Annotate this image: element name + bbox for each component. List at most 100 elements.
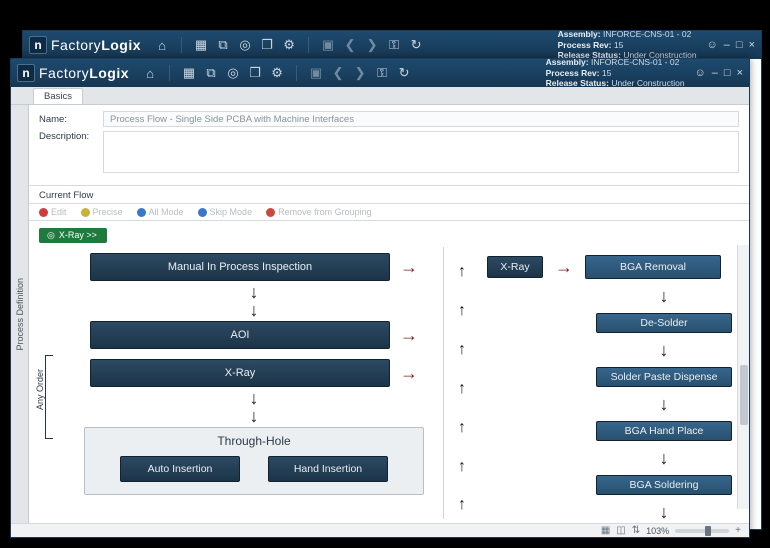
maximize-icon[interactable]: □ xyxy=(736,39,743,51)
description-label: Description: xyxy=(39,131,95,142)
gear-icon[interactable]: ⚙ xyxy=(270,65,284,81)
currentflow-toolbar: Edit Precise All Mode Skip Mode Remove f… xyxy=(29,204,749,221)
window-controls-back: ☺ – □ × xyxy=(707,39,755,51)
description-input[interactable] xyxy=(103,131,739,173)
flow-left-column: Any Order Manual In Process Inspection →… xyxy=(39,247,439,519)
tool-skipmode[interactable]: Skip Mode xyxy=(198,207,253,217)
main-panel: Name: Description: Current Flow Edit Pre… xyxy=(29,105,749,523)
node-hand-insertion[interactable]: Hand Insertion xyxy=(268,456,388,482)
arrow-up-icon: ↑ xyxy=(458,382,466,396)
arrow-down-icon: ↓ xyxy=(660,397,669,411)
tab-process-definition[interactable]: Process Definition xyxy=(15,274,25,355)
layers-icon[interactable]: ⧉ xyxy=(216,37,230,53)
close-icon[interactable]: × xyxy=(737,67,743,79)
tool-edit[interactable]: Edit xyxy=(39,207,67,217)
side-tabstrip: Process Definition xyxy=(11,105,29,523)
maximize-icon[interactable]: □ xyxy=(724,67,731,79)
sb-layout1-icon[interactable]: ▦ xyxy=(601,525,610,536)
save-icon[interactable]: ▣ xyxy=(309,65,323,81)
node-bga-hand-place[interactable]: BGA Hand Place xyxy=(596,421,732,441)
arrow-right-icon: → xyxy=(400,363,418,384)
user-icon[interactable]: ☺ xyxy=(695,67,706,79)
user-icon[interactable]: ☺ xyxy=(707,39,718,51)
arrow-down-icon: ↓ xyxy=(660,343,669,357)
refresh-icon[interactable]: ↻ xyxy=(409,37,423,53)
home-icon[interactable]: ⌂ xyxy=(143,66,157,81)
arrow-down-icon: ↓ xyxy=(250,285,259,299)
arrow-down-icon: ↓ xyxy=(250,391,259,405)
refresh-icon[interactable]: ↻ xyxy=(397,65,411,81)
unlock-icon[interactable]: ⚿ xyxy=(375,65,389,81)
name-label: Name: xyxy=(39,114,95,125)
node-xray[interactable]: X-Ray xyxy=(90,359,390,387)
flow-canvas[interactable]: Any Order Manual In Process Inspection →… xyxy=(29,245,749,523)
save-icon[interactable]: ▣ xyxy=(321,37,335,53)
arrow-up-icon: ↑ xyxy=(458,498,466,512)
copy-icon[interactable]: ❐ xyxy=(260,37,274,53)
gear-icon[interactable]: ⚙ xyxy=(282,37,296,53)
zoom-slider[interactable] xyxy=(675,529,729,533)
app-logo-icon: n xyxy=(29,36,47,54)
tab-basics[interactable]: Basics xyxy=(33,88,83,104)
toolbar-back: ⌂ ▦ ⧉ ◎ ❐ ⚙ ▣ ❮ ❯ ⚿ ↻ xyxy=(155,37,423,53)
header-meta: Assembly: INFORCE-CNS-01 - 02 Process Re… xyxy=(536,57,695,89)
arrow-right-icon: → xyxy=(555,257,573,278)
any-order-label: Any Order xyxy=(35,369,45,410)
copy-icon[interactable]: ❐ xyxy=(248,65,262,81)
nav-back-icon[interactable]: ❮ xyxy=(331,65,345,81)
breadcrumb: X-Ray >> xyxy=(39,225,739,243)
layers-icon[interactable]: ⧉ xyxy=(204,65,218,81)
zoom-slider-thumb[interactable] xyxy=(705,526,711,536)
sb-layout3-icon[interactable]: ⇅ xyxy=(632,525,640,536)
node-solder-paste[interactable]: Solder Paste Dispense xyxy=(596,367,732,387)
arrow-up-icon: ↑ xyxy=(458,304,466,318)
node-bga-soldering[interactable]: BGA Soldering xyxy=(596,475,732,495)
node-aoi[interactable]: AOI xyxy=(90,321,390,349)
rework-stack: X-Ray → BGA Removal ↓ De-Solder ↓ Solder… xyxy=(476,247,732,519)
titlebar-back: n FactoryLogix ⌂ ▦ ⧉ ◎ ❐ ⚙ ▣ ❮ ❯ ⚿ ↻ Ass… xyxy=(23,31,761,59)
top-tabstrip: Basics xyxy=(11,87,749,105)
node-xray-tag[interactable]: X-Ray xyxy=(487,256,543,278)
grid-icon[interactable]: ▦ xyxy=(182,65,196,81)
sb-layout2-icon[interactable]: ◫ xyxy=(616,525,625,536)
nav-back-icon[interactable]: ❮ xyxy=(343,37,357,53)
window-controls: ☺ – □ × xyxy=(695,67,743,79)
canvas-divider xyxy=(443,247,444,519)
arrow-down-icon: ↓ xyxy=(250,409,259,423)
globe-icon[interactable]: ◎ xyxy=(238,37,252,53)
node-auto-insertion[interactable]: Auto Insertion xyxy=(120,456,240,482)
app-logo-icon: n xyxy=(17,64,35,82)
name-input[interactable] xyxy=(103,111,739,127)
globe-icon[interactable]: ◎ xyxy=(226,65,240,81)
scrollbar-thumb[interactable] xyxy=(740,365,748,425)
currentflow-header: Current Flow xyxy=(29,186,749,204)
tool-precise[interactable]: Precise xyxy=(81,207,123,217)
arrow-down-icon: ↓ xyxy=(660,451,669,465)
node-desolder[interactable]: De-Solder xyxy=(596,313,732,333)
minimize-icon[interactable]: – xyxy=(712,67,718,79)
arrow-down-icon: ↓ xyxy=(250,303,259,317)
zoom-plus-icon[interactable]: + xyxy=(735,525,741,536)
nav-fwd-icon[interactable]: ❯ xyxy=(365,37,379,53)
home-icon[interactable]: ⌂ xyxy=(155,38,169,53)
breadcrumb-xray[interactable]: X-Ray >> xyxy=(39,228,107,243)
arrow-right-icon: → xyxy=(400,257,418,278)
arrow-up-icon: ↑ xyxy=(458,343,466,357)
arrow-up-icon: ↑ xyxy=(458,460,466,474)
nav-fwd-icon[interactable]: ❯ xyxy=(353,65,367,81)
group-through-hole[interactable]: Through-Hole Auto Insertion Hand Inserti… xyxy=(84,427,424,495)
tool-allmode[interactable]: All Mode xyxy=(137,207,184,217)
vertical-scrollbar[interactable] xyxy=(737,245,749,509)
toolbar: ⌂ ▦ ⧉ ◎ ❐ ⚙ ▣ ❮ ❯ ⚿ ↻ xyxy=(143,65,411,81)
arrow-up-icon: ↑ xyxy=(458,421,466,435)
node-manual-inspection[interactable]: Manual In Process Inspection xyxy=(90,253,390,281)
tool-remove-group[interactable]: Remove from Grouping xyxy=(266,207,372,217)
unlock-icon[interactable]: ⚿ xyxy=(387,37,401,53)
minimize-icon[interactable]: – xyxy=(724,39,730,51)
statusbar: ▦ ◫ ⇅ 103% + xyxy=(11,523,749,537)
close-icon[interactable]: × xyxy=(749,39,755,51)
grid-icon[interactable]: ▦ xyxy=(194,37,208,53)
flow-right-column: ↑ ↑ ↑ ↑ ↑ ↑ ↑ X-Ray → BGA Removal xyxy=(448,247,739,519)
node-bga-removal[interactable]: BGA Removal xyxy=(585,255,721,279)
basics-section: Name: Description: xyxy=(29,105,749,186)
